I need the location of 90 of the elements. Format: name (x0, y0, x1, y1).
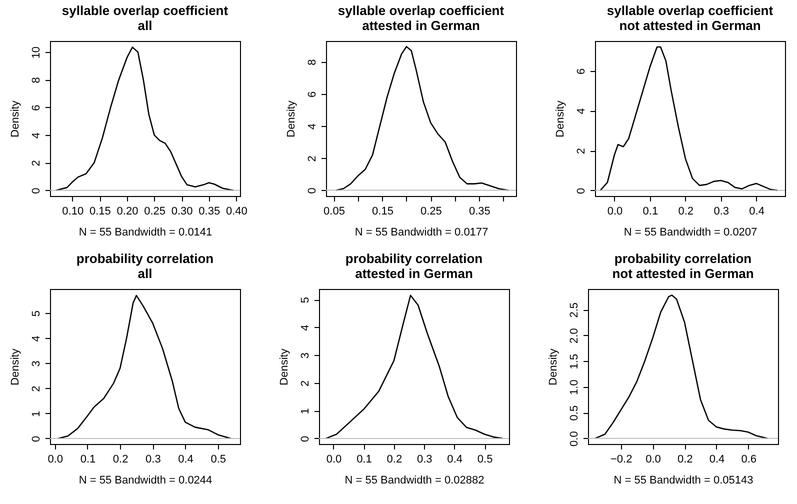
y-tick-label: 3 (300, 352, 312, 359)
y-tick-label: 1.0 (568, 380, 580, 395)
x-axis-title: N = 55 Bandwidth = 0.0207 (624, 226, 758, 238)
y-tick-label: 2.0 (568, 328, 580, 344)
x-tick-label: 0.3 (416, 454, 432, 466)
chart-title: syllable overlap coefficient all (62, 3, 229, 33)
x-tick-label: 0.5 (477, 454, 493, 466)
y-tick-label: 10 (30, 46, 42, 59)
x-tick-label: 0.4 (447, 454, 462, 466)
line-series (325, 294, 504, 440)
y-tick-label: 2.5 (568, 302, 580, 318)
y-tick-label: 1.5 (568, 354, 580, 370)
x-tick-label: 0.5 (210, 454, 226, 466)
y-tick-label: 5 (30, 310, 42, 317)
y-axis-title: Density (278, 348, 290, 386)
x-tick-label: 0.15 (89, 206, 111, 218)
x-tick-label: 0.30 (171, 206, 193, 218)
y-tick-label: 0 (30, 188, 42, 194)
x-tick-label: 0.0 (646, 454, 661, 466)
x-tick-label: 0.2 (112, 454, 128, 466)
x-tick-label: 0.20 (116, 206, 138, 218)
y-tick-label: 2 (30, 386, 42, 392)
y-axis-title: Density (10, 348, 22, 386)
x-tick-label: 0.35 (198, 206, 220, 218)
y-tick-label: 2 (300, 380, 312, 386)
x-tick-label: 0.1 (80, 454, 96, 466)
x-axis-title: N = 55 Bandwidth = 0.05143 (614, 474, 754, 486)
y-tick-label: 0.5 (568, 405, 580, 421)
y-axis-title: Density (554, 100, 566, 138)
y-tick-label: 5 (300, 296, 312, 304)
y-tick-label: 4 (306, 123, 318, 130)
y-tick-label: 0 (30, 436, 42, 442)
x-tick-label: 0.0 (48, 454, 64, 466)
line-series (594, 294, 768, 439)
x-tick-label: 0.10 (62, 206, 84, 218)
x-tick-label: 0.3 (146, 454, 161, 466)
y-tick-label: 6 (576, 68, 588, 74)
x-tick-label: 0.2 (386, 454, 402, 466)
x-tick-label: 0.05 (324, 206, 345, 218)
y-tick-label: 2 (306, 156, 318, 162)
y-tick-label: 8 (306, 59, 318, 66)
chart-title: probability correlation all (76, 251, 214, 281)
y-tick-label: 0.0 (568, 431, 580, 446)
x-axis-title: N = 55 Bandwidth = 0.0177 (354, 226, 488, 238)
y-tick-label: 8 (30, 77, 42, 84)
x-tick-label: 0.1 (642, 206, 658, 218)
x-tick-label: 0.3 (714, 206, 729, 218)
x-axis-title: N = 55 Bandwidth = 0.0141 (78, 226, 212, 238)
x-tick-label: 0.25 (420, 206, 442, 218)
y-tick-label: 3 (30, 360, 42, 367)
chart-title: probability correlation not attested in German (612, 251, 754, 281)
x-tick-label: 0.15 (372, 206, 394, 218)
y-axis-title: Density (548, 348, 560, 386)
y-tick-label: 0 (576, 188, 588, 194)
x-tick-label: 0.35 (468, 206, 490, 218)
chart-title: probability correlation attested in German (345, 251, 483, 281)
y-axis-title: Density (286, 100, 298, 138)
x-tick-label: 0.25 (144, 206, 166, 218)
x-tick-label: 0.2 (678, 206, 694, 218)
y-axis-title: Density (10, 100, 22, 138)
y-tick-label: 6 (30, 104, 42, 111)
y-tick-label: 4 (300, 324, 312, 331)
x-tick-label: 0.0 (607, 206, 623, 218)
x-tick-label: 0.4 (709, 454, 725, 466)
x-tick-label: 0.4 (178, 454, 194, 466)
chart-title: syllable overlap coefficient attested in German (338, 3, 505, 33)
x-axis-title: N = 55 Bandwidth = 0.0244 (78, 474, 212, 486)
x-tick-label: 0.1 (356, 454, 372, 466)
y-tick-label: 0 (300, 436, 312, 442)
x-tick-label: 0.0 (326, 454, 342, 466)
line-series (55, 46, 234, 191)
chart-title: syllable overlap coefficient not attested in German (606, 3, 774, 33)
y-tick-label: 0 (306, 188, 318, 194)
y-tick-label: 4 (30, 132, 42, 139)
y-tick-label: 6 (306, 91, 318, 98)
x-tick-label: 0.4 (749, 206, 764, 218)
y-tick-label: 4 (30, 336, 42, 342)
y-tick-label: 1 (30, 410, 42, 417)
x-axis-title: N = 55 Bandwidth = 0.02882 (344, 474, 484, 486)
x-tick-label: 0.6 (741, 454, 756, 466)
x-tick-label: 0.2 (677, 454, 693, 466)
y-tick-label: 4 (576, 108, 588, 114)
y-tick-label: 1 (300, 408, 312, 414)
x-tick-label: 0.40 (226, 206, 248, 218)
line-series (58, 294, 232, 440)
line-series (336, 46, 509, 191)
x-tick-label: −0.2 (610, 454, 632, 466)
y-tick-label: 2 (576, 148, 588, 154)
y-tick-label: 2 (30, 160, 42, 166)
line-series (600, 46, 778, 192)
